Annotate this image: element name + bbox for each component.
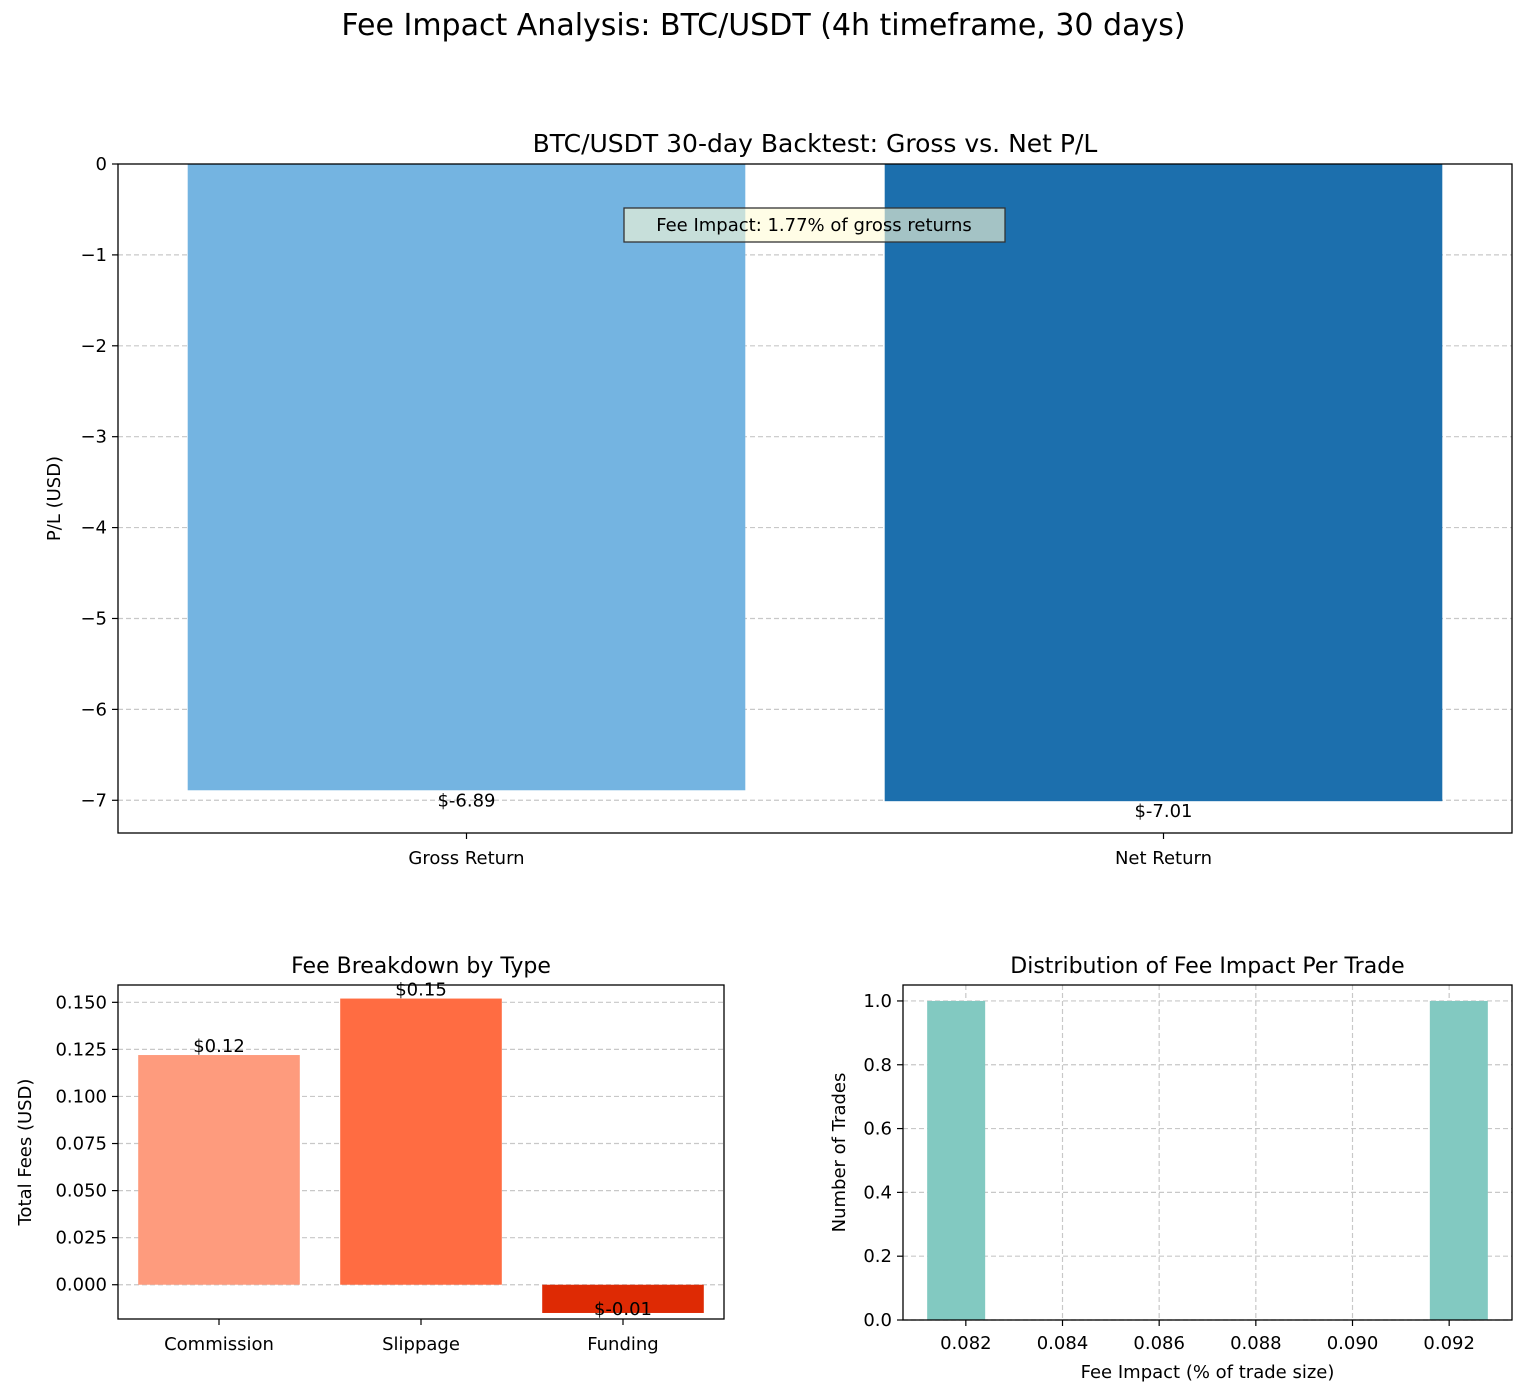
chart3-bar — [1430, 1001, 1488, 1320]
chart3-ytick-label: 0.6 — [863, 1119, 892, 1140]
chart1-bar — [188, 164, 746, 790]
chart1-ytick-label: −6 — [80, 699, 107, 720]
chart3-ytick-label: 0.8 — [863, 1055, 892, 1076]
chart3-ytick-label: 0.2 — [863, 1246, 892, 1267]
chart1-ytick-label: 0 — [96, 154, 107, 175]
chart3-xlabel: Fee Impact (% of trade size) — [1081, 1362, 1335, 1383]
chart3-xtick-label: 0.086 — [1133, 1333, 1185, 1354]
chart1-ytick-label: −7 — [80, 790, 107, 811]
chart1-xtick-label: Net Return — [1115, 848, 1212, 869]
chart2-ytick-label: 0.000 — [55, 1275, 107, 1296]
chart1-ylabel: P/L (USD) — [44, 456, 65, 541]
chart2-ylabel: Total Fees (USD) — [15, 1079, 36, 1227]
chart3-ytick-label: 1.0 — [863, 991, 892, 1012]
chart2-xtick-label: Funding — [587, 1334, 658, 1355]
chart2-data-label: $0.15 — [395, 980, 447, 1001]
chart1-ytick-label: −1 — [80, 245, 107, 266]
chart1-xtick-label: Gross Return — [408, 848, 524, 869]
chart3-title: Distribution of Fee Impact Per Trade — [1010, 954, 1404, 979]
chart2-xtick-label: Commission — [164, 1334, 274, 1355]
chart2-bar — [340, 999, 502, 1285]
chart2-ytick-label: 0.150 — [55, 992, 107, 1013]
chart2-ytick-label: 0.075 — [55, 1134, 107, 1155]
chart2-data-label: $0.12 — [193, 1036, 245, 1057]
chart2-bar — [138, 1055, 300, 1285]
chart3-xtick-label: 0.088 — [1230, 1333, 1282, 1354]
chart3-xtick-label: 0.092 — [1423, 1333, 1475, 1354]
chart3-bar — [927, 1001, 985, 1320]
chart3-ytick-label: 0.4 — [863, 1182, 892, 1203]
chart2-ytick-label: 0.100 — [55, 1086, 107, 1107]
chart3-xtick-label: 0.090 — [1327, 1333, 1379, 1354]
chart1-data-label: $-6.89 — [437, 790, 495, 811]
chart2-title: Fee Breakdown by Type — [291, 954, 551, 979]
chart3-xtick-label: 0.084 — [1037, 1333, 1089, 1354]
chart1-ytick-label: −2 — [80, 336, 107, 357]
chart1-ytick-label: −5 — [80, 608, 107, 629]
chart1-title: BTC/USDT 30-day Backtest: Gross vs. Net … — [533, 129, 1098, 158]
chart2-ytick-label: 0.125 — [55, 1039, 107, 1060]
chart3-frame — [903, 985, 1512, 1320]
chart1-bar — [885, 164, 1443, 801]
chart1-ytick-label: −3 — [80, 427, 107, 448]
chart3-xtick-label: 0.082 — [940, 1333, 992, 1354]
chart2-xtick-label: Slippage — [382, 1334, 460, 1355]
chart2-data-label: $-0.01 — [594, 1299, 652, 1320]
chart1-annotation: Fee Impact: 1.77% of gross returns — [656, 215, 972, 236]
chart1-ytick-label: −4 — [80, 518, 107, 539]
chart3-ylabel: Number of Trades — [829, 1073, 850, 1233]
chart2-ytick-label: 0.050 — [55, 1181, 107, 1202]
chart1-data-label: $-7.01 — [1134, 801, 1192, 822]
chart2-ytick-label: 0.025 — [55, 1228, 107, 1249]
chart3-ytick-label: 0.0 — [863, 1310, 892, 1331]
